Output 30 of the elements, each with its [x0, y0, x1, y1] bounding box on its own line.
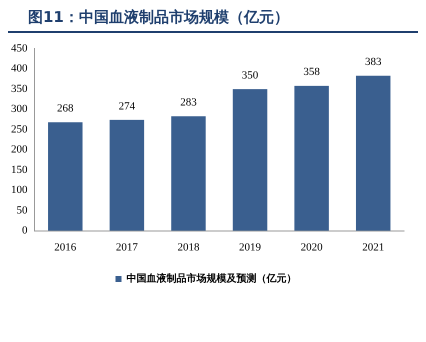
y-tick-label: 100 — [11, 184, 28, 196]
data-label: 268 — [57, 102, 74, 115]
y-tick-label: 50 — [16, 204, 28, 216]
data-label: 274 — [118, 100, 136, 112]
x-tick-label: 2018 — [177, 241, 200, 254]
bar — [232, 89, 268, 231]
bar — [171, 116, 206, 231]
x-tick-label: 2016 — [54, 241, 77, 254]
bar — [110, 120, 144, 231]
y-tick-label: 250 — [11, 123, 28, 136]
x-tick-label: 2020 — [300, 241, 324, 254]
data-label: 283 — [180, 96, 198, 109]
chart-title: 图11：中国血液制品市场规模（亿元） — [8, 8, 418, 33]
y-tick-label: 450 — [11, 42, 28, 54]
data-label: 350 — [242, 69, 259, 82]
data-label: 383 — [364, 56, 382, 68]
y-tick-label: 0 — [22, 224, 28, 237]
x-tick-label: 2021 — [362, 241, 384, 254]
y-tick-label: 200 — [11, 144, 28, 156]
bar — [294, 86, 329, 231]
x-tick-label: 2017 — [116, 241, 138, 254]
y-tick-label: 300 — [11, 103, 28, 116]
data-label: 358 — [303, 66, 320, 78]
legend-label: 中国血液制品市场规模及预测（亿元） — [126, 272, 296, 285]
bar — [356, 76, 390, 231]
y-tick-label: 400 — [11, 62, 28, 75]
y-tick-label: 150 — [11, 164, 28, 176]
bar — [48, 122, 83, 231]
y-tick-label: 350 — [11, 82, 28, 95]
x-tick-label: 2019 — [239, 241, 262, 254]
